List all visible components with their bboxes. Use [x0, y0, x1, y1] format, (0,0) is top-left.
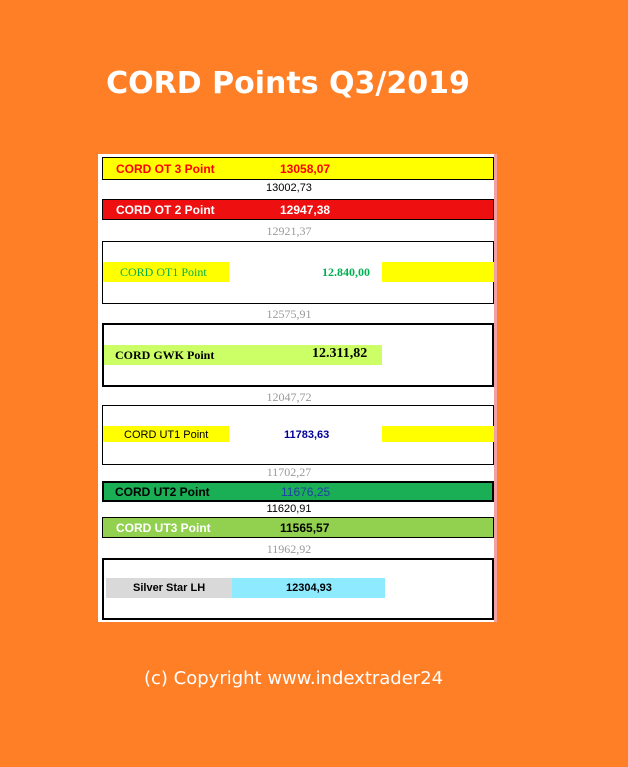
row-ut3: CORD UT3 Point 11565,57 — [102, 517, 494, 538]
ut1-value: 11783,63 — [284, 429, 330, 441]
silver-label: Silver Star LH — [133, 582, 206, 594]
ut2-label: CORD UT2 Point — [115, 485, 210, 499]
mid-value-1: 13002,73 — [266, 182, 312, 194]
ut1-label: CORD UT1 Point — [124, 429, 209, 441]
gwk-value: 12.311,82 — [312, 346, 368, 361]
row-ot1: CORD OT1 Point 12.840,00 — [102, 241, 494, 304]
ut1-label-fill — [103, 426, 229, 442]
cord-points-table: CORD OT 3 Point 13058,07 13002,73 CORD O… — [98, 154, 496, 622]
ot2-value: 12947,38 — [280, 203, 331, 217]
gwk-fill — [104, 345, 382, 365]
silver-value-fill — [232, 578, 385, 598]
mid-value-7: 11962,92 — [266, 542, 312, 556]
ot1-label: CORD OT1 Point — [120, 265, 207, 279]
ut3-value: 11565,57 — [280, 521, 330, 535]
mid-value-5: 11702,27 — [266, 465, 312, 479]
ut2-value: 11676,25 — [281, 485, 331, 499]
mid-value-6: 11620,91 — [266, 503, 312, 515]
ut3-label: CORD UT3 Point — [116, 521, 211, 535]
mid-value-4: 12047,72 — [266, 390, 312, 404]
page-title: CORD Points Q3/2019 — [106, 66, 470, 101]
ot2-label: CORD OT 2 Point — [116, 203, 215, 217]
gwk-label: CORD GWK Point — [115, 348, 215, 362]
row-ut2: CORD UT2 Point 11676,25 — [102, 481, 494, 502]
mid-value-3: 12575,91 — [266, 307, 312, 321]
mid-value-2: 12921,37 — [266, 224, 312, 238]
sheet-right-edge — [494, 154, 497, 622]
row-ot2: CORD OT 2 Point 12947,38 — [102, 199, 494, 220]
row-silver-star: Silver Star LH 12304,93 — [102, 558, 494, 620]
ot3-value: 13058,07 — [280, 162, 331, 176]
row-gwk: CORD GWK Point 12.311,82 — [102, 323, 494, 387]
ot1-right-fill — [382, 262, 494, 282]
ot1-value: 12.840,00 — [322, 265, 370, 279]
ot1-label-fill — [103, 262, 229, 282]
silver-label-fill — [106, 578, 232, 598]
silver-value: 12304,93 — [286, 582, 332, 594]
row-ot3: CORD OT 3 Point 13058,07 — [102, 157, 494, 180]
ot3-label: CORD OT 3 Point — [116, 162, 215, 176]
ut1-right-fill — [382, 426, 494, 442]
copyright-footer: (c) Copyright www.indextrader24 — [144, 668, 444, 689]
row-ut1: CORD UT1 Point 11783,63 — [102, 405, 494, 465]
